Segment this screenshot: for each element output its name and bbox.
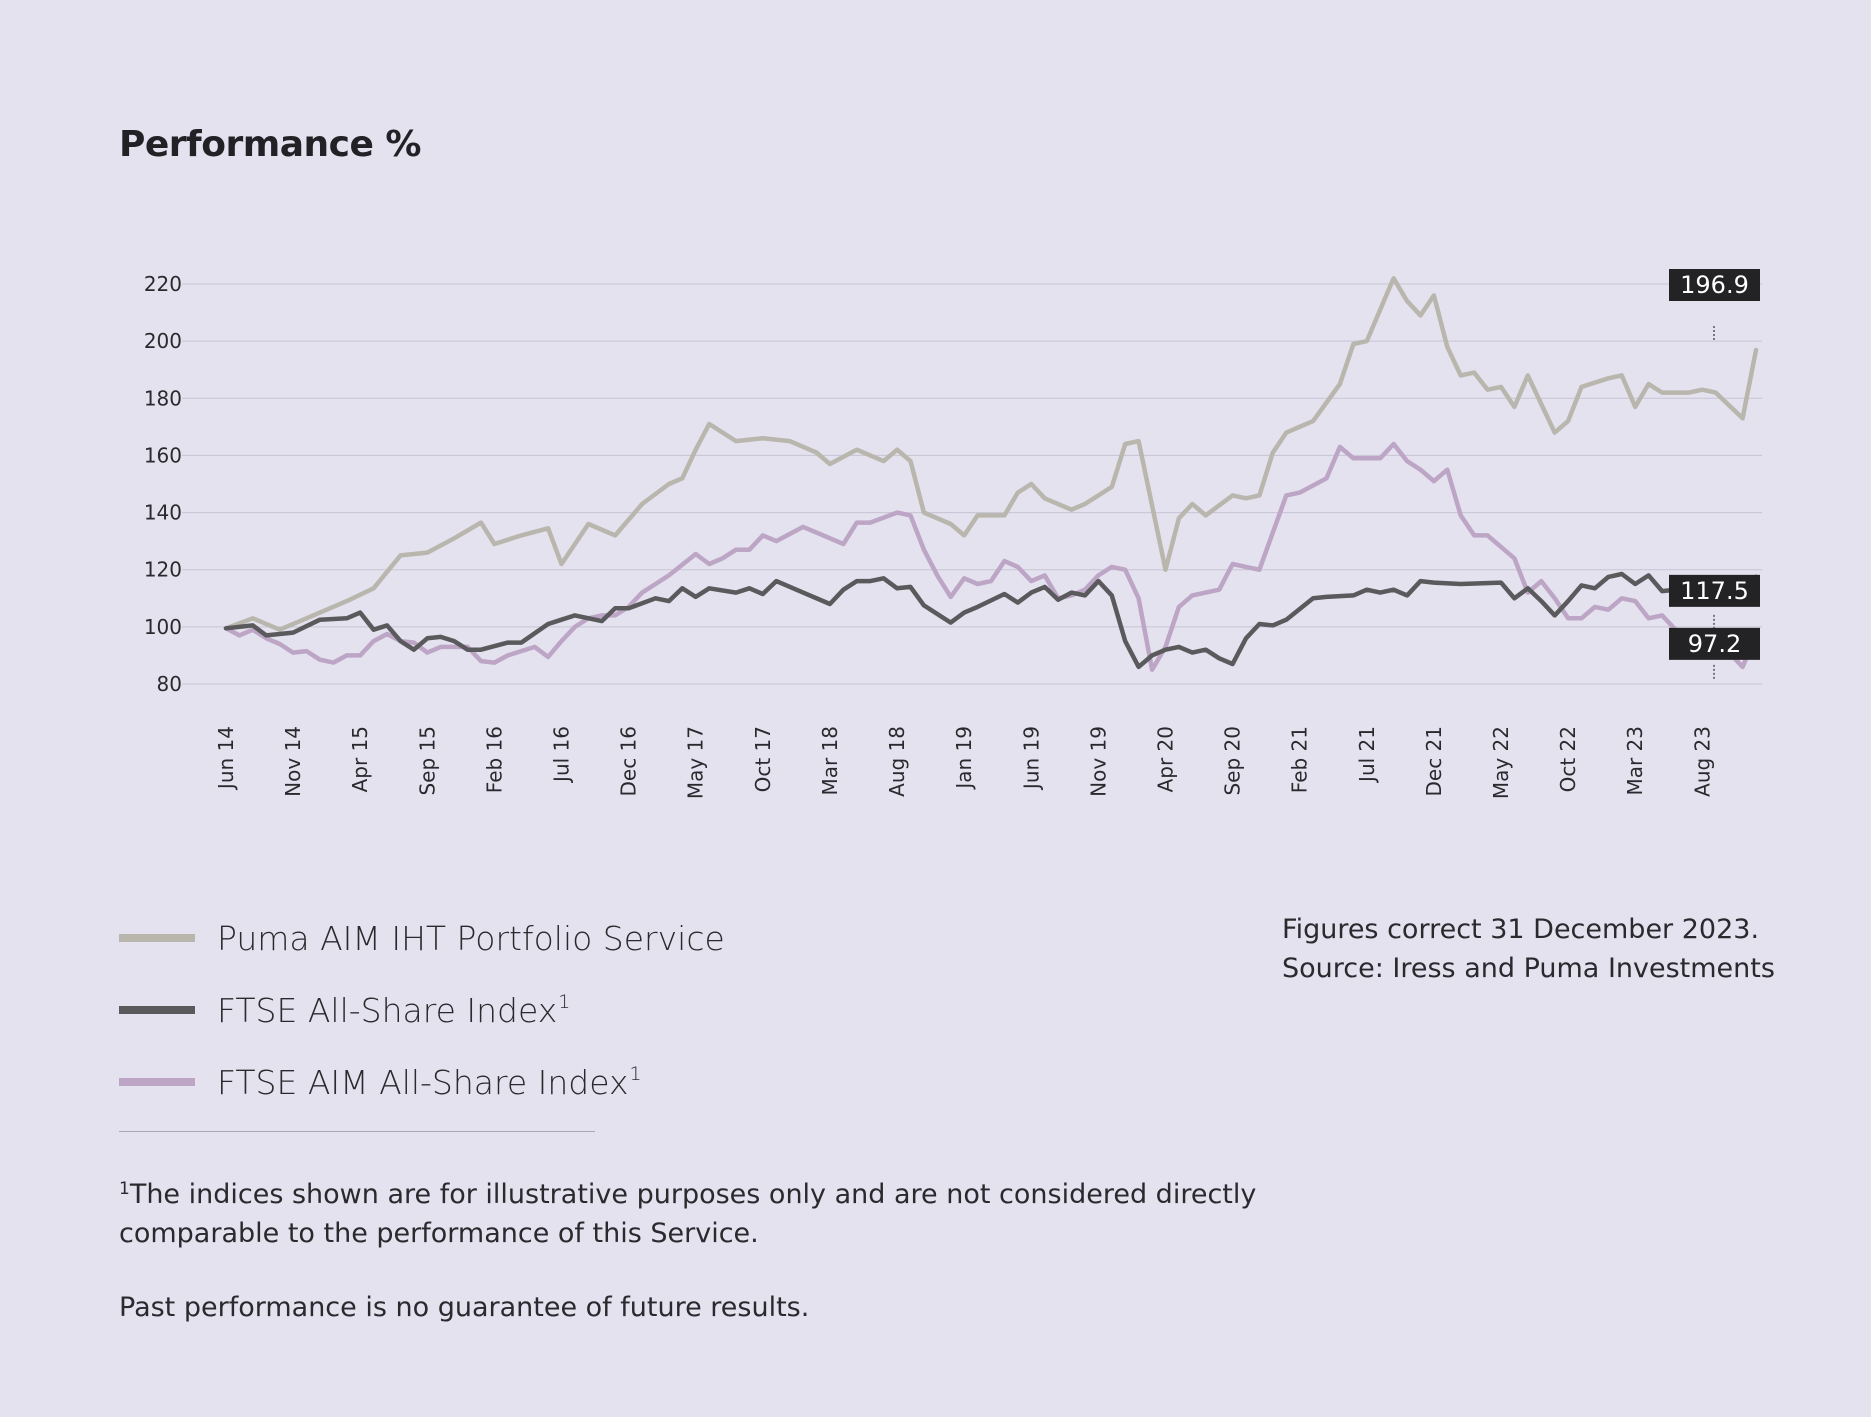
x-tick-label: Dec 21	[1422, 726, 1446, 797]
x-tick-label: Aug 23	[1690, 726, 1714, 797]
series-line-ftse-all-share	[223, 571, 1759, 670]
figures-source: Source: Iress and Puma Investments	[1282, 953, 1775, 984]
end-label-ftse-aim: 97.2	[1669, 627, 1760, 679]
end-value-labels: 196.9 117.5 97.2	[1669, 269, 1760, 679]
footnote: 1The indices shown are for illustrative …	[119, 1170, 1319, 1253]
y-tick-label: 100	[144, 615, 182, 639]
figures-date: Figures correct 31 December 2023.	[1282, 914, 1760, 945]
performance-line-chart: 80 100 120 140 160 180 200 220 Jun 14 Nov 14 Apr …	[144, 269, 1762, 799]
y-tick-label: 120	[144, 558, 182, 582]
y-tick-label: 220	[144, 272, 182, 296]
x-tick-label: Jul 16	[550, 726, 574, 784]
chart-title: Performance %	[119, 124, 422, 165]
y-tick-label: 200	[144, 329, 182, 353]
x-tick-label: Oct 22	[1556, 726, 1580, 792]
legend-item-puma: Puma AIM IHT Portfolio Service	[119, 902, 726, 974]
x-tick-label: Apr 15	[348, 726, 372, 792]
y-tick-label: 180	[144, 386, 182, 410]
x-tick-label: Oct 17	[751, 726, 775, 792]
grid-lines	[182, 283, 1762, 685]
y-tick-label: 80	[157, 672, 182, 696]
series-line-ftse-aim	[223, 441, 1759, 672]
footnote-marker: 1	[119, 1179, 130, 1199]
y-tick-label: 140	[144, 501, 182, 525]
x-tick-label: Feb 21	[1288, 726, 1312, 793]
x-tick-label: Sep 15	[415, 726, 439, 796]
x-tick-label: Dec 16	[617, 726, 641, 797]
divider	[119, 1131, 595, 1132]
figures-note: Figures correct 31 December 2023. Source…	[1282, 910, 1775, 988]
legend-item-ftse-aim: FTSE AIM All-Share Index1	[119, 1046, 726, 1118]
chart-legend: Puma AIM IHT Portfolio Service FTSE All-…	[119, 902, 726, 1118]
x-tick-label: Apr 20	[1154, 726, 1178, 792]
x-tick-label: Aug 18	[885, 726, 909, 797]
x-axis: Jun 14 Nov 14 Apr 15 Sep 15 Feb 16 Jul 16 Dec …	[214, 726, 1714, 799]
series-lines	[223, 276, 1759, 672]
footnote-text: The indices shown are for illustrative p…	[119, 1179, 1257, 1249]
end-label-value: 97.2	[1688, 630, 1741, 658]
end-label-value: 196.9	[1680, 271, 1749, 299]
x-tick-label: Nov 19	[1086, 726, 1110, 797]
end-label-box	[1669, 574, 1760, 607]
end-label-box	[1669, 269, 1760, 301]
end-label-puma: 196.9	[1669, 269, 1760, 340]
end-label-value: 117.5	[1680, 577, 1749, 605]
legend-item-ftse-all-share: FTSE All-Share Index1	[119, 974, 726, 1046]
x-tick-label: Sep 20	[1221, 726, 1245, 796]
x-tick-label: Feb 16	[482, 726, 506, 793]
x-tick-label: May 22	[1489, 726, 1513, 799]
y-axis: 80 100 120 140 160 180 200 220	[144, 272, 182, 696]
x-tick-label: Jul 21	[1355, 726, 1379, 784]
disclaimer: Past performance is no guarantee of futu…	[119, 1292, 810, 1323]
legend-swatch	[119, 1078, 195, 1086]
end-label-box	[1669, 627, 1760, 660]
x-tick-label: Jun 19	[1019, 726, 1043, 791]
x-tick-label: Mar 18	[818, 726, 842, 796]
x-tick-label: May 17	[684, 726, 708, 799]
x-tick-label: Mar 23	[1623, 726, 1647, 796]
end-label-ftse-all-share: 117.5	[1669, 574, 1760, 629]
legend-swatch	[119, 1006, 195, 1014]
legend-label: Puma AIM IHT Portfolio Service	[217, 918, 725, 958]
legend-label: FTSE All-Share Index1	[217, 990, 571, 1030]
x-tick-label: Jun 14	[214, 726, 238, 791]
series-line-puma	[223, 276, 1759, 632]
x-tick-label: Nov 14	[281, 726, 305, 797]
x-tick-label: Jan 19	[952, 726, 976, 791]
legend-swatch	[119, 934, 195, 942]
legend-label: FTSE AIM All-Share Index1	[217, 1062, 642, 1102]
y-tick-label: 160	[144, 443, 182, 467]
